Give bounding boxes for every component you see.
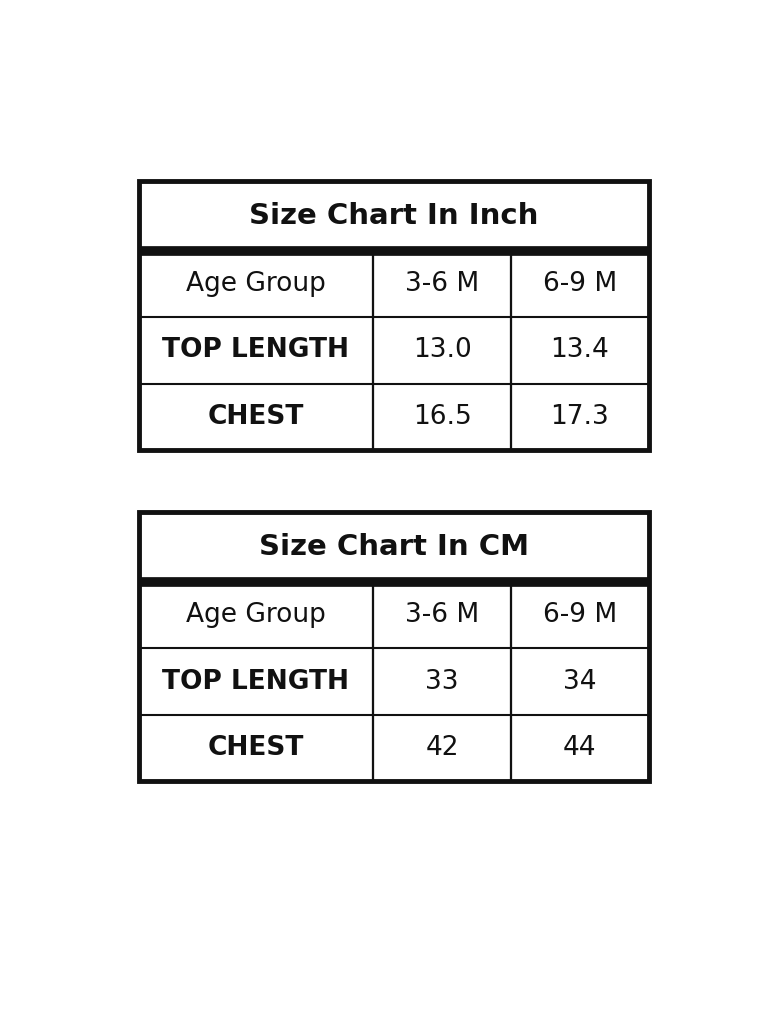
Text: TOP LENGTH: TOP LENGTH: [162, 669, 349, 694]
Text: Age Group: Age Group: [186, 602, 326, 628]
Text: 3-6 M: 3-6 M: [405, 271, 479, 297]
Text: 33: 33: [425, 669, 458, 694]
Text: CHEST: CHEST: [207, 735, 304, 761]
Text: 13.0: 13.0: [412, 338, 472, 364]
Text: Age Group: Age Group: [186, 271, 326, 297]
Text: 3-6 M: 3-6 M: [405, 602, 479, 628]
Bar: [139, 180, 648, 451]
Text: 6-9 M: 6-9 M: [543, 602, 617, 628]
Text: 16.5: 16.5: [412, 403, 472, 430]
Text: 34: 34: [563, 669, 597, 694]
Bar: [139, 512, 648, 781]
Text: CHEST: CHEST: [207, 403, 304, 430]
Text: TOP LENGTH: TOP LENGTH: [162, 338, 349, 364]
Text: 17.3: 17.3: [551, 403, 609, 430]
Text: 6-9 M: 6-9 M: [543, 271, 617, 297]
Text: 42: 42: [425, 735, 458, 761]
Text: Size Chart In Inch: Size Chart In Inch: [249, 202, 538, 229]
Text: Size Chart In CM: Size Chart In CM: [259, 532, 528, 561]
Text: 13.4: 13.4: [551, 338, 609, 364]
Text: 44: 44: [563, 735, 597, 761]
